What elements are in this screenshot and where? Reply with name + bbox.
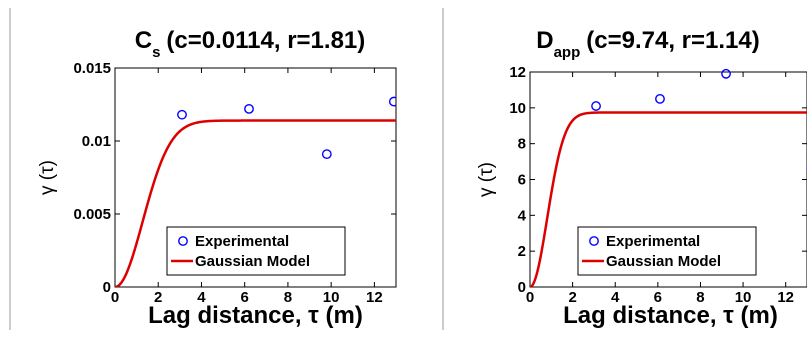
y-tick-label: 0.005	[73, 206, 111, 223]
x-tick-label: 8	[696, 289, 704, 306]
legend-marker-experimental	[589, 236, 599, 246]
plot-area	[114, 67, 397, 288]
x-tick-label: 2	[568, 289, 576, 306]
y-tick-label: 10	[509, 100, 526, 117]
x-tick-label: 4	[197, 289, 206, 306]
chart-panel-2: Dapp (c=9.74, r=1.14)0 2 4 6 8 10 12024681012La…	[476, 27, 807, 329]
chart-title: Cs (c=0.0114, r=1.81)	[135, 27, 366, 61]
x-tick-label: 4	[611, 289, 620, 306]
gaussian-model-line	[115, 119, 396, 287]
legend-marker-experimental	[178, 236, 188, 246]
y-axis-label: γ (τ)	[476, 162, 497, 197]
y-tick-label: 12	[509, 64, 526, 81]
experimental-point	[321, 149, 332, 160]
experimental-point	[388, 96, 396, 107]
x-tick-label: 0	[111, 289, 119, 306]
chart-panel-1: Cs (c=0.0114, r=1.81) 0 2 4 6 8 10 12 0 0.005 0.01 0…	[37, 27, 397, 329]
chart-title-main: C	[135, 27, 152, 54]
x-axis-label: Lag distance, τ (m)	[563, 302, 778, 329]
experimental-point	[721, 68, 731, 79]
x-tick-label: 10	[323, 289, 340, 306]
legend-label-model: Gaussian Model	[195, 253, 310, 270]
chart-title: Dapp (c=9.74, r=1.14)	[536, 27, 759, 61]
x-tick-label: 0	[526, 289, 534, 306]
x-tick-label: 8	[284, 289, 292, 306]
legend: Experimental Gaussian Model	[577, 226, 757, 276]
x-tick-label: 6	[241, 289, 249, 306]
x-tick-label: 2	[154, 289, 162, 306]
legend-box	[166, 226, 346, 276]
legend-label-experimental: Experimental	[195, 233, 289, 250]
chart-title-subscript: s	[152, 44, 160, 61]
y-tick-label: 0.015	[73, 60, 111, 77]
chart-title-params: (c=9.74, r=1.14)	[586, 27, 759, 54]
experimental-point	[655, 93, 665, 104]
experimental-point	[244, 103, 254, 114]
y-tick-label: 0.01	[82, 133, 111, 150]
legend-label-experimental: Experimental	[606, 233, 700, 250]
x-tick-label: 6	[654, 289, 662, 306]
gaussian-model-line	[530, 111, 807, 287]
y-tick-label: 4	[518, 207, 527, 224]
chart-title-main: D	[536, 27, 553, 54]
y-tick-label: 2	[518, 243, 526, 260]
legend-label-model: Gaussian Model	[606, 253, 721, 270]
y-tick-label: 8	[518, 136, 526, 153]
x-tick-label: 12	[777, 289, 794, 306]
y-tick-label: 6	[518, 172, 526, 189]
y-tick-label: 0	[103, 279, 111, 296]
legend: Experimental Gaussian Model	[166, 226, 346, 276]
chart-title-subscript: app	[554, 44, 581, 61]
experimental-point	[591, 101, 601, 111]
y-axis-label: γ (τ)	[37, 160, 58, 195]
experimental-point	[177, 109, 187, 120]
x-tick-label: 10	[735, 289, 752, 306]
chart-title-params: (c=0.0114, r=1.81)	[166, 27, 365, 54]
y-tick-label: 0	[518, 279, 526, 296]
x-axis-label: Lag distance, τ (m)	[148, 302, 363, 329]
x-tick-label: 12	[366, 289, 383, 306]
legend-box	[577, 226, 757, 276]
